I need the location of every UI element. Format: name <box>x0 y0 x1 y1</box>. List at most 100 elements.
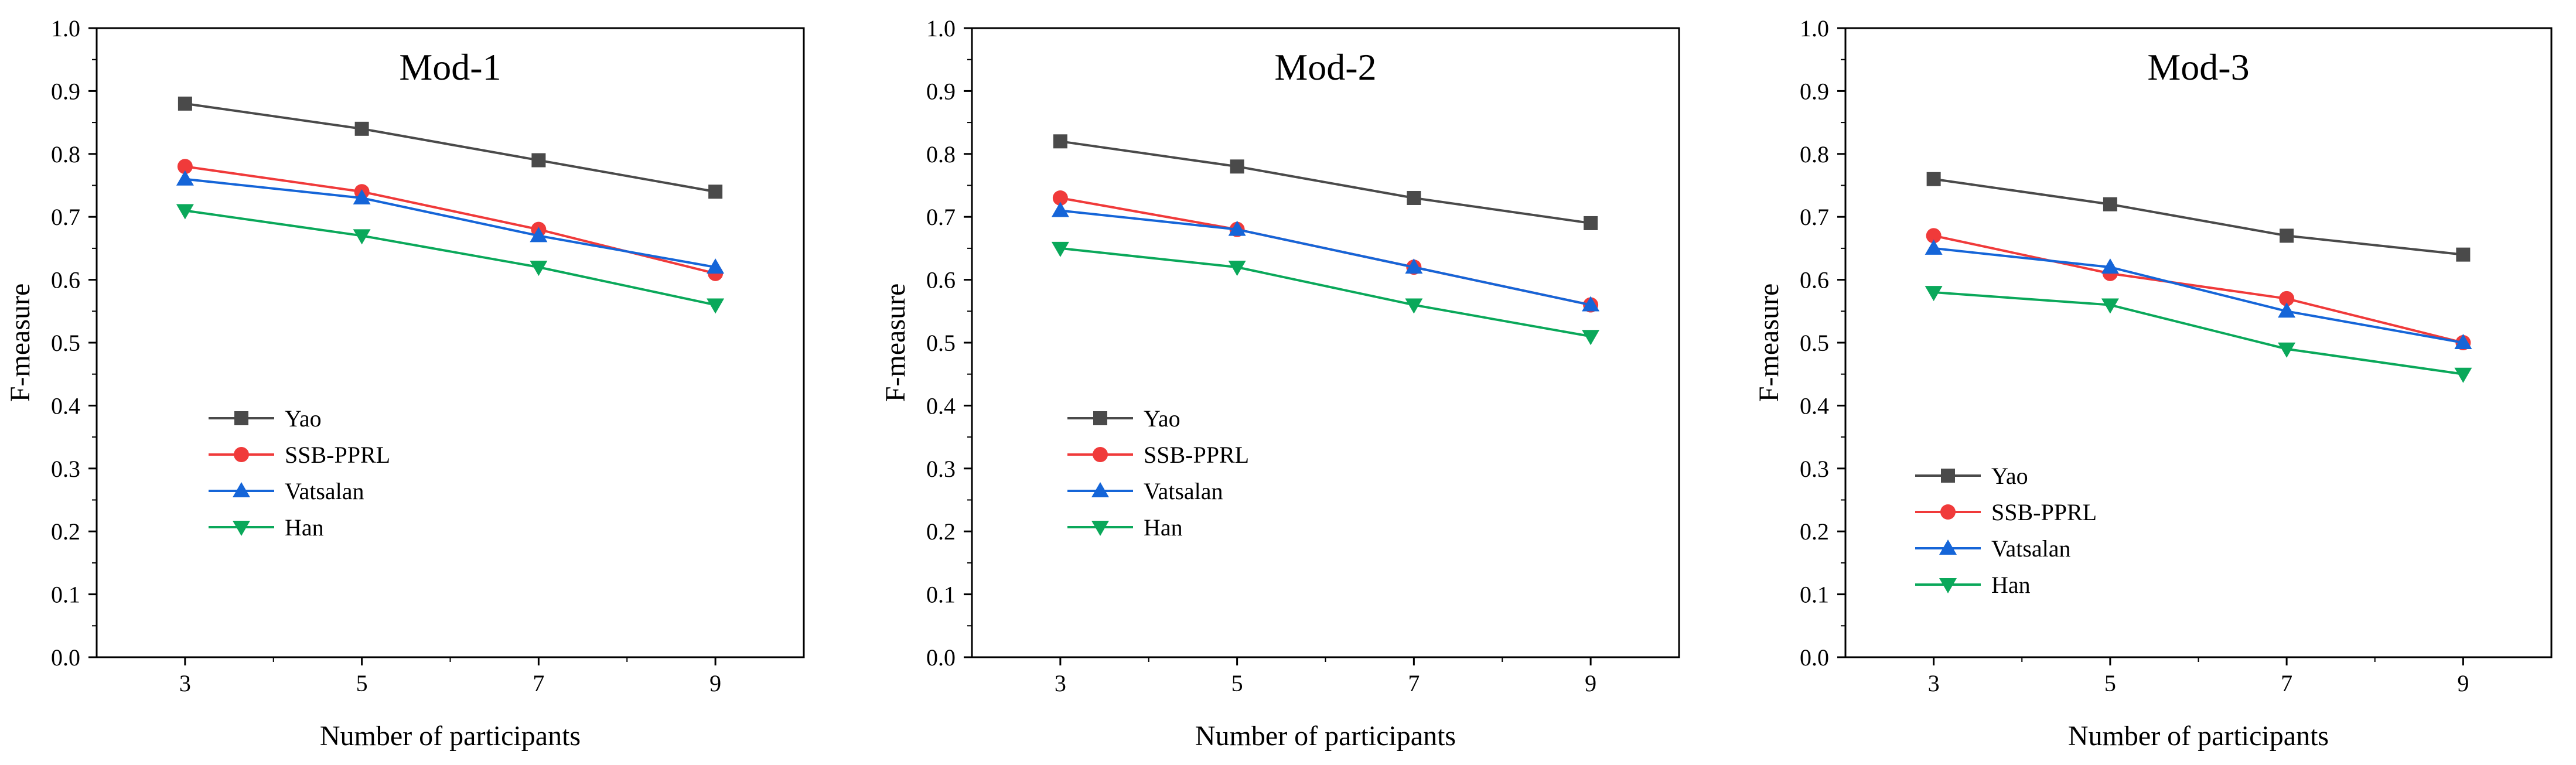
data-point-yao <box>1584 216 1598 230</box>
y-tick-label: 0.5 <box>51 330 80 356</box>
x-tick-label: 3 <box>1055 670 1066 696</box>
data-point-han <box>2454 367 2472 383</box>
x-tick-label: 5 <box>1231 670 1243 696</box>
series-line-yao <box>1933 177 2464 256</box>
y-axis-label: F-measure <box>880 284 911 402</box>
legend-label: SSB-PPRL <box>285 442 390 468</box>
y-tick-label: 0.9 <box>1800 78 1829 104</box>
series-line-han <box>1933 291 2464 375</box>
y-tick-label: 0.3 <box>926 456 956 482</box>
x-tick-label: 7 <box>533 670 544 696</box>
y-tick-label: 0.7 <box>1800 204 1829 230</box>
data-point-vatsalan <box>176 170 194 186</box>
legend-marker <box>1941 469 1955 483</box>
data-point-vatsalan <box>1405 258 1423 274</box>
data-point-vatsalan <box>2454 334 2472 349</box>
y-tick-label: 0.0 <box>51 644 80 671</box>
chart-title: Mod-2 <box>1274 46 1376 88</box>
legend-label: Vatsalan <box>1991 535 2071 562</box>
x-tick-label: 5 <box>2104 670 2116 696</box>
data-point-ssb-pprl <box>1926 228 1942 244</box>
legend: Yao SSB-PPRL Vatsalan Han <box>209 405 390 541</box>
y-tick-label: 0.2 <box>51 518 80 545</box>
y-tick-label: 1.0 <box>1800 15 1829 42</box>
series-line-ssb-pprl <box>185 165 716 275</box>
y-axis-label: F-measure <box>5 284 36 402</box>
data-point-yao <box>708 185 723 199</box>
plot-frame <box>971 27 1680 658</box>
data-point-han <box>707 298 725 314</box>
series-line-vatsalan <box>1933 247 2464 344</box>
plot-frame <box>95 27 805 658</box>
data-point-ssb-pprl <box>177 159 193 175</box>
x-tick-label: 5 <box>356 670 368 696</box>
legend-marker <box>1091 521 1109 536</box>
series-line-yao <box>185 102 716 193</box>
legend-marker <box>1939 539 1957 555</box>
legend-marker <box>233 521 250 536</box>
legend-label: Vatsalan <box>285 478 364 504</box>
legend-marker <box>234 411 248 425</box>
data-point-ssb-pprl <box>1052 190 1068 206</box>
legend: Yao SSB-PPRL Vatsalan Han <box>1915 463 2097 598</box>
legend-marker <box>1093 411 1107 425</box>
y-tick-label: 0.7 <box>51 204 80 230</box>
x-tick-label: 3 <box>179 670 191 696</box>
data-point-vatsalan <box>1228 220 1246 236</box>
data-point-han <box>1582 330 1600 346</box>
y-tick-label: 0.6 <box>1800 267 1829 293</box>
y-tick-label: 0.9 <box>926 78 956 104</box>
data-point-vatsalan <box>2101 258 2119 274</box>
y-tick-label: 0.9 <box>51 78 80 104</box>
legend-label: Yao <box>285 405 322 432</box>
x-tick-label: 3 <box>1928 670 1940 696</box>
x-tick-label: 9 <box>709 670 721 696</box>
legend-label: Yao <box>1991 463 2028 489</box>
data-point-vatsalan <box>353 189 371 204</box>
y-tick-label: 0.8 <box>51 141 80 168</box>
data-point-han <box>176 204 194 220</box>
data-point-yao <box>1407 190 1421 205</box>
data-point-yao <box>178 96 192 111</box>
legend-label: Han <box>1991 572 2031 598</box>
data-point-yao <box>1053 134 1067 149</box>
y-tick-label: 0.4 <box>51 392 80 419</box>
x-axis-label: Number of participants <box>1195 720 1456 752</box>
data-point-yao <box>1926 172 1941 186</box>
data-point-han <box>1405 298 1423 314</box>
series-line-yao <box>1060 140 1591 224</box>
y-tick-label: 0.1 <box>1800 582 1829 608</box>
data-point-han <box>1051 241 1069 257</box>
x-tick-label: 7 <box>2281 670 2292 696</box>
y-tick-label: 0.6 <box>926 267 956 293</box>
chart-title: Mod-3 <box>2147 46 2249 88</box>
data-point-han <box>2278 342 2296 358</box>
data-point-han <box>2101 298 2119 314</box>
data-point-vatsalan <box>707 258 725 274</box>
y-tick-label: 0.8 <box>1800 141 1829 168</box>
series-line-ssb-pprl <box>1933 234 2464 344</box>
legend: Yao SSB-PPRL Vatsalan Han <box>1067 405 1249 541</box>
y-tick-label: 0.0 <box>1800 644 1829 671</box>
y-tick-label: 0.3 <box>1800 456 1829 482</box>
plot-frame <box>1844 27 2553 658</box>
y-tick-label: 0.2 <box>1800 518 1829 545</box>
chart-panel-2: 0.0 0.1 0.2 0.3 0.4 0.5 0.6 0.7 0.8 0.9 1.0 3 5 7 9 Mod… <box>880 15 1680 752</box>
legend-label: Han <box>285 514 324 541</box>
chart-panel-3: 0.0 0.1 0.2 0.3 0.4 0.5 0.6 0.7 0.8 0.9 1.0 3 5 7 9 Mod… <box>1753 15 2553 752</box>
y-tick-label: 0.1 <box>926 582 956 608</box>
y-tick-label: 0.5 <box>1800 330 1829 356</box>
y-tick-label: 0.8 <box>926 141 956 168</box>
legend-marker <box>1093 447 1108 462</box>
legend-label: SSB-PPRL <box>1144 442 1249 468</box>
legend-marker <box>1939 578 1957 593</box>
data-point-vatsalan <box>2278 302 2296 318</box>
x-tick-label: 9 <box>1585 670 1596 696</box>
data-point-vatsalan <box>1582 296 1600 312</box>
data-point-han <box>1228 261 1246 276</box>
data-point-vatsalan <box>530 227 548 243</box>
series-line-vatsalan <box>1060 209 1591 306</box>
y-tick-label: 0.5 <box>926 330 956 356</box>
data-point-yao <box>531 153 546 168</box>
